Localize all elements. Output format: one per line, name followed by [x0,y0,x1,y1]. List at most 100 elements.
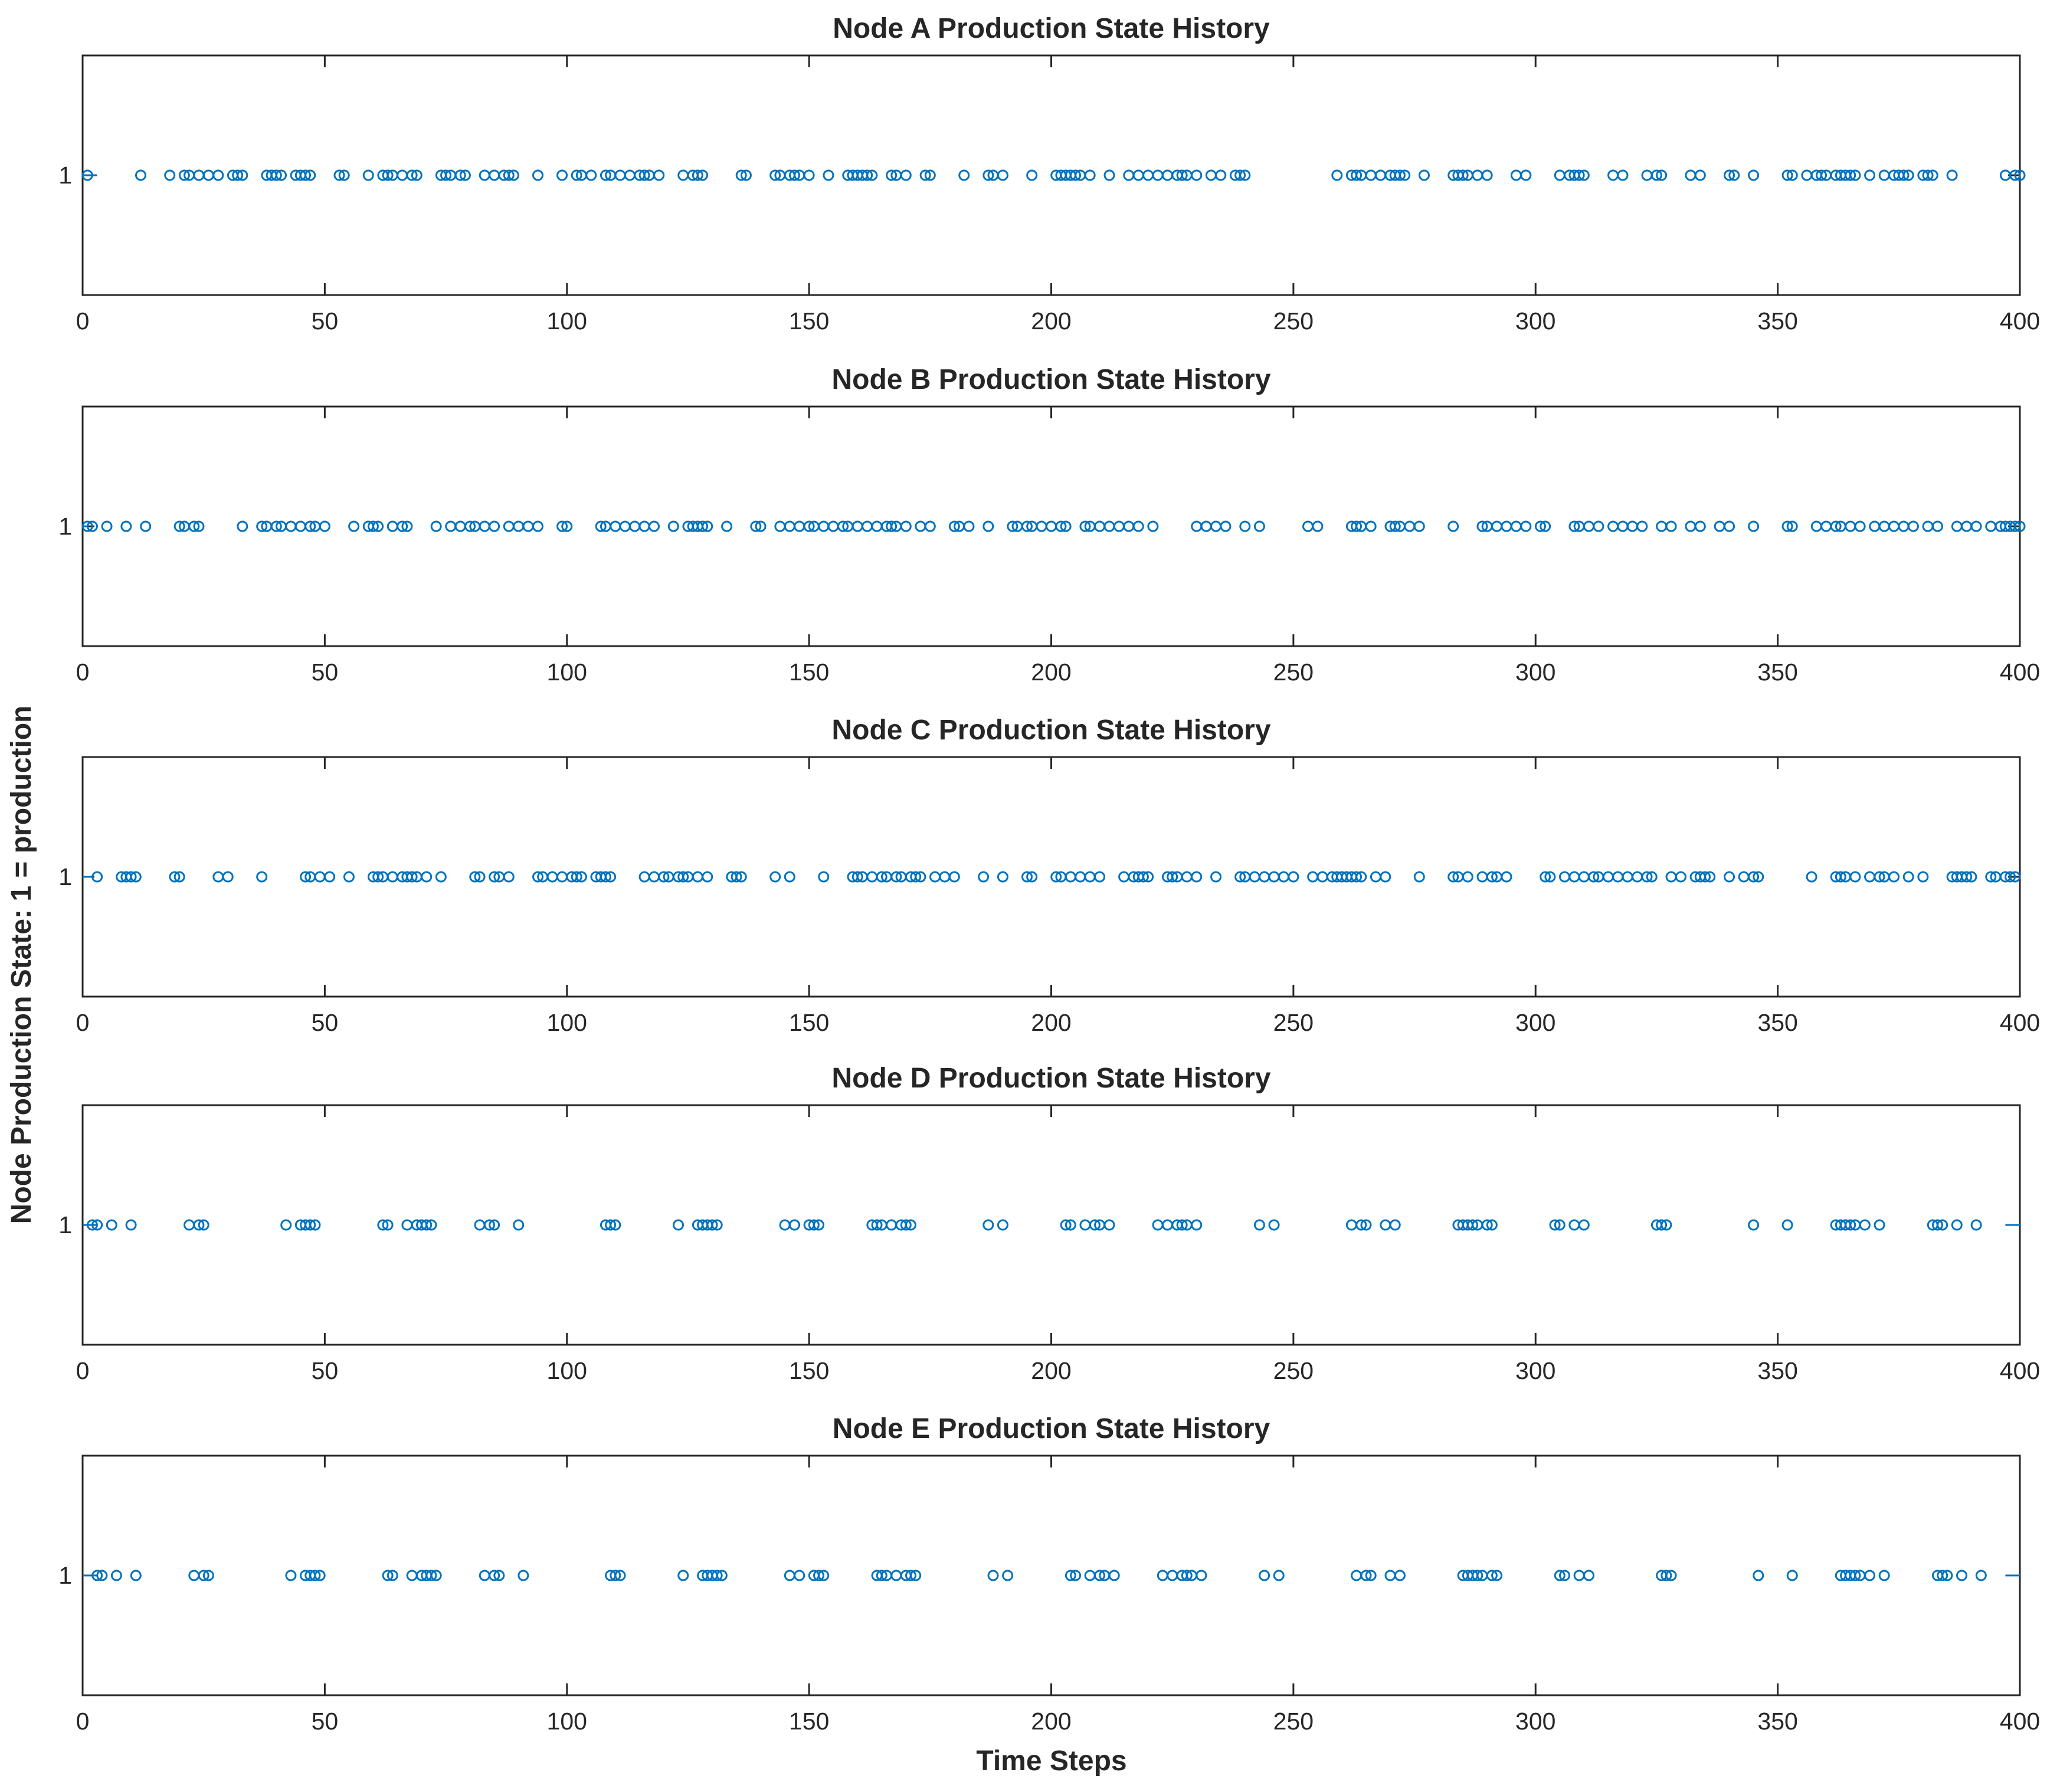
data-point [818,871,830,883]
data-point [1724,169,1735,181]
data-point [735,169,747,181]
data-point [1724,871,1735,883]
x-tick-label: 0 [76,659,90,686]
data-point [1656,1219,1668,1231]
data-point [900,520,912,532]
data-point [1970,1219,1982,1231]
data-series-node-b [81,520,2026,532]
subplot-title-node-b: Node B Production State History [831,364,1270,395]
data-point [1220,520,1232,532]
data-point [1931,1219,1943,1231]
data-point [212,169,224,181]
data-point [1922,169,1934,181]
data-point [1253,520,1265,532]
data-point [1699,871,1711,883]
data-point [198,1570,209,1581]
data-point [1355,871,1367,883]
data-point [309,1570,321,1581]
data-point [459,169,471,181]
data-point [605,871,617,883]
data-point [1898,169,1910,181]
data-point [1288,871,1299,883]
x-tick-label: 50 [312,1708,339,1735]
data-point [1931,520,1943,532]
data-point [1351,520,1363,532]
subplot-node-b: Node B Production State History 0 50 100 150… [58,364,2040,686]
data-point [382,1570,394,1581]
data-point [421,871,433,883]
data-point [702,520,713,532]
subplot-title-node-c: Node C Production State History [831,715,1270,746]
data-point [1786,169,1798,181]
data-point [997,1219,1008,1231]
data-point [387,1570,398,1581]
data-point [421,1219,433,1231]
data-point [1351,169,1363,181]
data-point [1593,520,1604,532]
data-point [595,520,607,532]
data-point [237,520,248,532]
data-point [125,871,137,883]
data-point [1234,871,1246,883]
data-point [706,1219,718,1231]
data-point [1849,169,1861,181]
data-point [169,871,181,883]
data-point [464,520,476,532]
x-tick-label: 50 [312,1009,339,1036]
data-point [532,520,544,532]
data-point [963,520,975,532]
data-point [1724,520,1735,532]
data-point [1694,169,1706,181]
data-point [677,871,689,883]
data-point [1103,169,1115,181]
data-point [96,1570,108,1581]
data-point [1253,1219,1265,1231]
data-point [1675,871,1686,883]
data-point [1748,520,1760,532]
data-point [135,169,146,181]
data-point [711,1570,723,1581]
data-point [86,520,98,532]
x-tick-label: 150 [789,1708,829,1735]
data-point [1568,520,1580,532]
plot-frame-node-e [81,1454,2021,1696]
subplot-node-e: Node E Production State History 0 50 100 150… [58,1413,2040,1735]
data-point [997,169,1008,181]
data-point [91,1219,103,1231]
data-point [600,169,611,181]
data-point [430,520,442,532]
data-point [367,520,379,532]
data-point [324,871,336,883]
data-point [556,520,568,532]
data-point [2005,871,2016,883]
data-point [372,871,384,883]
data-point [425,1570,437,1581]
data-point [319,520,330,532]
data-point [1946,169,1958,181]
data-point [489,1219,500,1231]
data-point [469,871,481,883]
data-point [1902,871,1914,883]
data-series-node-e [91,1570,1987,1581]
data-point [1021,520,1033,532]
data-point [1472,1570,1483,1581]
x-tick-label: 100 [547,307,587,335]
data-point [982,169,994,181]
data-point [276,169,287,181]
data-point [300,169,312,181]
data-point [164,169,176,181]
data-point [948,520,960,532]
data-point [1360,1219,1372,1231]
data-point [333,169,345,181]
data-point [1055,520,1067,532]
data-point [425,1219,437,1231]
x-tick-label: 250 [1273,1708,1314,1735]
data-point [1176,1219,1188,1231]
data-point [750,520,762,532]
data-point [1191,1219,1203,1231]
data-point [1355,1219,1367,1231]
x-tick-label: 300 [1515,1708,1555,1735]
data-point [1753,871,1764,883]
data-point [818,1570,830,1581]
data-point [1089,1219,1101,1231]
